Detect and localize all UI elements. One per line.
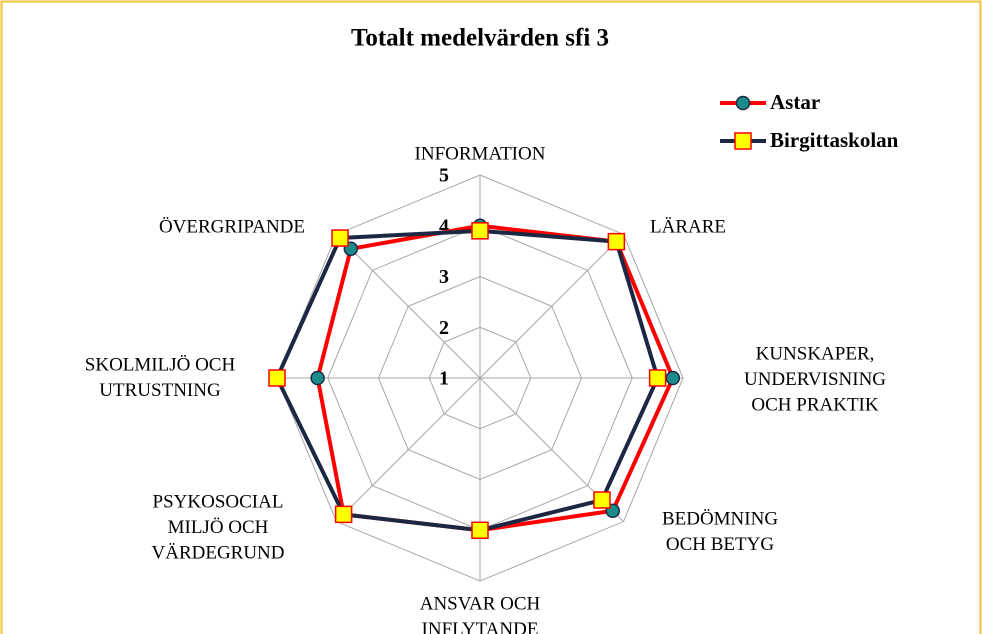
category-label: PSYKOSOCIAL	[153, 491, 284, 512]
data-point	[665, 370, 681, 386]
category-label: KUNSKAPER,	[756, 343, 875, 364]
category-label: ÖVERGRIPANDE	[159, 216, 305, 237]
r-tick-label: 4	[439, 215, 449, 237]
category-label: SKOLMILJÖ OCH	[85, 354, 236, 375]
chart-title: Totalt medelvärden sfi 3	[351, 25, 609, 52]
category-label: VÄRDEGRUND	[152, 542, 285, 563]
category-label: INFORMATION	[415, 143, 546, 164]
data-point	[607, 232, 626, 251]
category-label: BEDÖMNING	[662, 508, 778, 529]
data-point	[648, 369, 667, 387]
category-label: LÄRARE	[650, 216, 726, 237]
r-tick-label: 3	[439, 266, 449, 288]
category-label: ANSVAR OCH	[420, 593, 541, 614]
data-point	[310, 370, 325, 386]
data-point	[471, 521, 489, 539]
axis-spoke	[336, 234, 481, 379]
axis-spoke	[336, 377, 481, 522]
r-tick-label: 5	[439, 165, 449, 187]
data-point	[268, 369, 286, 387]
data-point	[593, 491, 611, 509]
data-point	[331, 229, 349, 247]
category-label: UTRUSTNING	[99, 380, 221, 401]
category-label: UNDERVISNING	[744, 369, 886, 390]
axis-spoke	[479, 234, 624, 379]
legend-marker	[735, 95, 751, 111]
data-point	[334, 505, 353, 524]
category-label: INFLYTANDE	[422, 619, 539, 634]
legend-label: Birgittaskolan	[770, 128, 899, 152]
r-tick-label: 2	[439, 317, 449, 339]
category-label: OCH BETYG	[666, 534, 774, 555]
category-label: OCH PRAKTIK	[751, 394, 878, 415]
r-tick-label: 1	[439, 368, 449, 390]
category-label: MILJÖ OCH	[168, 517, 269, 538]
data-point	[471, 222, 489, 240]
legend-marker	[734, 132, 752, 150]
legend-label: Astar	[770, 90, 820, 114]
